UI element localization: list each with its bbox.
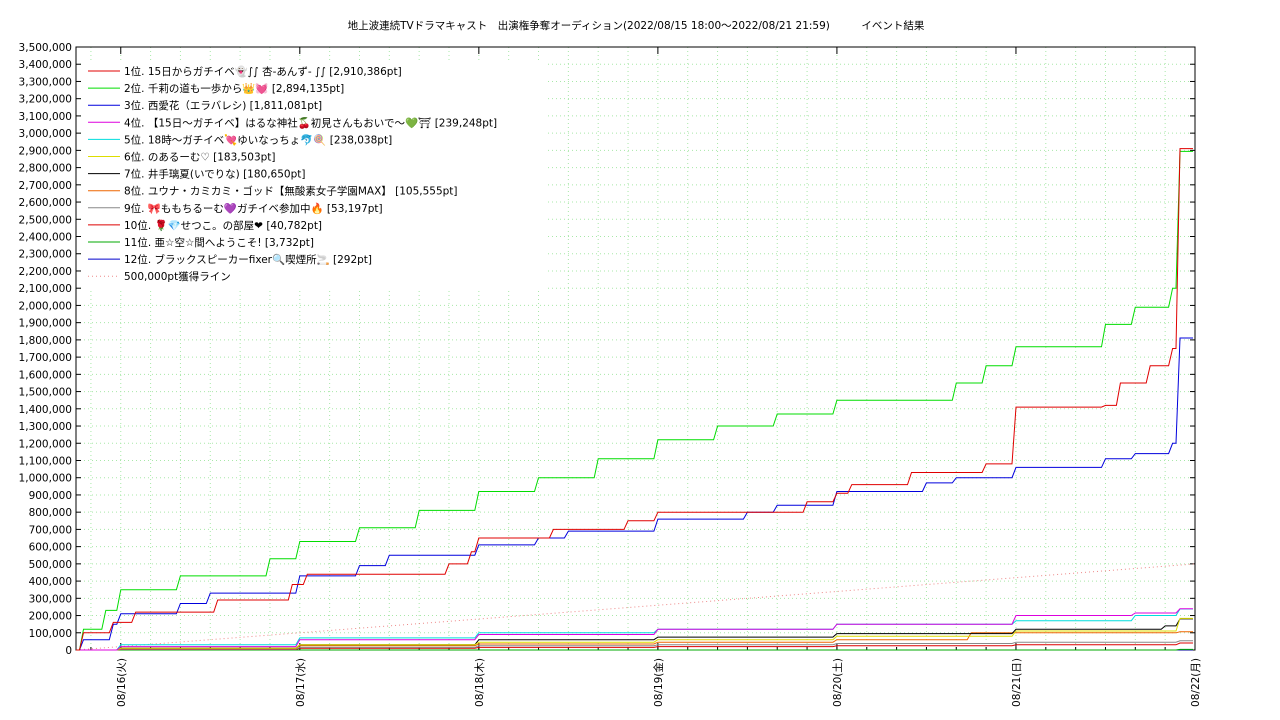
legend-label: 6位. のあるーむ♡ [183,503pt]: [124, 151, 276, 164]
y-tick-label: 2,600,000: [19, 197, 72, 209]
y-tick-label: 600,000: [29, 542, 72, 554]
y-tick-label: 2,500,000: [19, 214, 72, 226]
y-tick-label: 2,700,000: [19, 180, 72, 192]
legend-label: 5位. 18時〜ガチイベ💘ゆいなっちょ🐬🍭 [238,038pt]: [124, 132, 392, 146]
y-tick-label: 3,100,000: [19, 111, 72, 123]
legend-label: 11位. 亜☆空☆間へようこそ! [3,732pt]: [124, 236, 314, 249]
legend-label: 10位. 🌹💎せつこ。の部屋❤ [40,782pt]: [124, 219, 322, 232]
legend-label: 9位. 🎀ももちるーむ💜ガチイベ参加中🔥 [53,197pt]: [124, 202, 383, 215]
y-tick-label: 900,000: [29, 490, 72, 502]
y-tick-label: 2,000,000: [19, 300, 72, 312]
series-line: [76, 337, 1193, 651]
y-tick-label: 200,000: [29, 611, 72, 623]
y-tick-label: 1,400,000: [19, 404, 72, 416]
y-tick-label: 3,400,000: [19, 59, 72, 71]
x-tick-label: 08/19(金): [652, 658, 665, 707]
legend-label: 3位. 西愛花（エラバレシ) [1,811,081pt]: [124, 99, 322, 112]
y-tick-label: 1,000,000: [19, 473, 72, 485]
y-tick-label: 1,300,000: [19, 421, 72, 433]
chart-title: 地上波連続TVドラマキャスト 出演権争奪オーディション(2022/08/15 1…: [348, 19, 925, 32]
legend: 1位. 15日からガチイベ👻∫∫ 杏-あんず- ∫∫ [2,910,386pt]…: [82, 62, 548, 290]
y-tick-label: 2,300,000: [19, 249, 72, 261]
series-line: [76, 640, 1193, 651]
series-line: [76, 150, 1193, 651]
legend-label: 1位. 15日からガチイベ👻∫∫ 杏-あんず- ∫∫ [2,910,386pt]: [124, 65, 402, 78]
y-tick-label: 800,000: [29, 507, 72, 519]
y-tick-label: 500,000: [29, 559, 72, 571]
y-tick-label: 3,300,000: [19, 76, 72, 88]
x-tick-label: 08/22(月): [1190, 658, 1202, 707]
y-tick-label: 2,900,000: [19, 145, 72, 157]
legend-label: 8位. ユウナ・カミカミ・ゴッド【無酸素女子学園MAX】 [105,555pt]: [124, 185, 458, 198]
x-tick-label: 08/16(火): [116, 658, 128, 707]
y-tick-label: 2,400,000: [19, 232, 72, 244]
x-tick-label: 08/17(水): [295, 658, 307, 707]
y-tick-label: 700,000: [29, 524, 72, 536]
legend-label: 12位. ブラックスピーカーfixer🔍喫煙所🚬 [292pt]: [124, 252, 372, 266]
legend-label: 7位. 井手璃夏(いでりな) [180,650pt]: [124, 168, 305, 181]
legend-box: [82, 62, 548, 290]
axes: 0 100,000 200,000 300,000 400,000 500,000 600,…: [19, 42, 1202, 707]
y-tick-label: 3,500,000: [19, 42, 72, 54]
y-tick-label: 1,700,000: [19, 352, 72, 364]
legend-label: 4位. 【15日〜ガチイベ】はるな神社🍒初見さんもおいで〜💚⛩ [239,248…: [124, 116, 497, 129]
x-tick-label: 08/18(木): [474, 658, 486, 707]
series-line: [76, 608, 1193, 651]
legend-label: 2位. 千莉の道も一歩から👑💓 [2,894,135pt]: [124, 82, 344, 95]
series-line: [76, 648, 1193, 651]
y-tick-label: 3,000,000: [19, 128, 72, 140]
y-tick-label: 1,100,000: [19, 455, 72, 467]
series-line: [76, 148, 1193, 651]
y-tick-label: 3,200,000: [19, 94, 72, 106]
y-tick-label: 1,200,000: [19, 438, 72, 450]
series-line: [76, 617, 1193, 651]
legend-label: 500,000pt獲得ライン: [124, 270, 231, 283]
y-tick-label: 2,200,000: [19, 266, 72, 278]
y-tick-label: 300,000: [29, 593, 72, 605]
series-line: [75, 563, 1196, 651]
y-tick-label: 0: [65, 645, 72, 657]
y-tick-label: 100,000: [29, 628, 72, 640]
y-tick-label: 2,100,000: [19, 283, 72, 295]
y-tick-label: 2,800,000: [19, 163, 72, 175]
y-tick-label: 1,900,000: [19, 318, 72, 330]
x-tick-label: 08/20(土): [831, 658, 844, 707]
series-layer: [75, 148, 1196, 651]
y-tick-label: 1,600,000: [19, 369, 72, 381]
x-tick-label: 08/21(日): [1011, 658, 1023, 707]
y-tick-label: 400,000: [29, 576, 72, 588]
y-tick-label: 1,500,000: [19, 387, 72, 399]
y-tick-label: 1,800,000: [19, 335, 72, 347]
